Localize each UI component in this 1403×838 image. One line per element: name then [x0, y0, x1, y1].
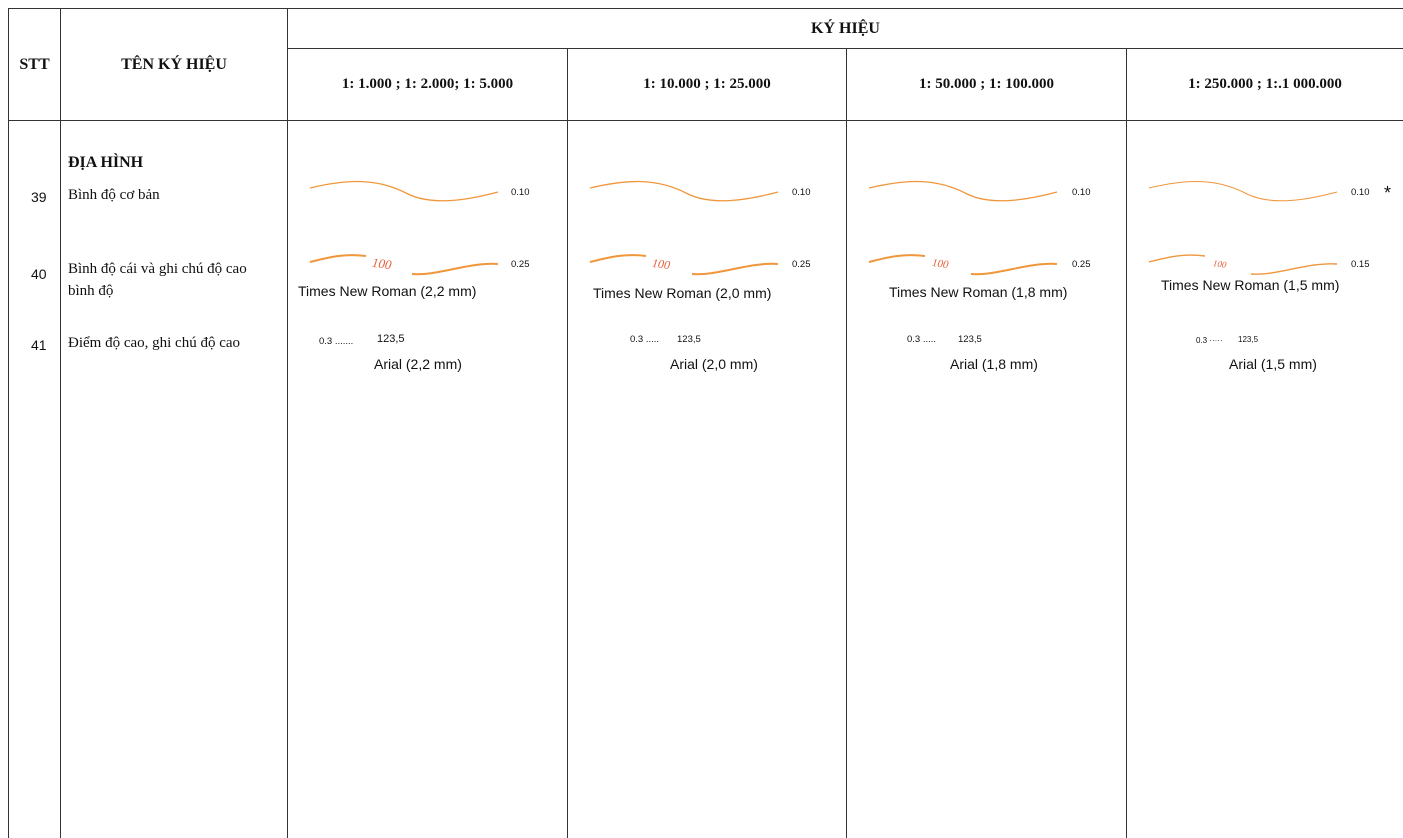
row-39-width-1: 0.10: [511, 187, 530, 198]
index-contour-symbol-2: [589, 254, 779, 276]
row-41-value-3: 123,5: [958, 334, 982, 345]
header-scale-3: 1: 50.000 ; 1: 100.000: [919, 76, 1054, 92]
row-41-point-4: 0.3 ·····: [1196, 336, 1223, 345]
row-39-name: Bình độ cơ bản: [68, 187, 160, 203]
row-41-point-3: 0.3 .....: [907, 334, 937, 345]
row-40-font-3: Times New Roman (1,8 mm): [889, 284, 1068, 300]
index-contour-label-3: 100: [931, 256, 950, 272]
row-39-stt: 39: [31, 189, 47, 205]
header-bottom-border: [8, 120, 1403, 121]
row-40-font-1: Times New Roman (2,2 mm): [298, 283, 477, 299]
row-41-font-3: Arial (1,8 mm): [950, 356, 1038, 372]
col-divider-name: [287, 8, 288, 838]
row-41-value-1: 123,5: [377, 333, 405, 345]
table-top-border: [8, 8, 1403, 9]
row-41-point-1: 0.3 .......: [319, 336, 354, 347]
asterisk-mark: *: [1384, 183, 1392, 203]
basic-contour-symbol-2: [589, 180, 779, 202]
row-41-value-2: 123,5: [677, 334, 701, 345]
row-40-font-4: Times New Roman (1,5 mm): [1161, 277, 1340, 293]
index-contour-symbol-4: [1148, 254, 1338, 275]
index-contour-label-4: 100: [1212, 258, 1228, 270]
row-41-point-2: 0.3 .....: [630, 334, 660, 345]
row-39-width-3: 0.10: [1072, 187, 1091, 198]
header-scale-1: 1: 1.000 ; 1: 2.000; 1: 5.000: [341, 76, 514, 92]
row-41-font-4: Arial (1,5 mm): [1229, 356, 1317, 372]
row-40-name-line2: bình độ: [68, 283, 114, 299]
header-scale-4: 1: 250.000 ; 1:.1 000.000: [1188, 76, 1342, 92]
row-40-name-line1: Bình độ cái và ghi chú độ cao: [68, 261, 247, 277]
index-contour-label-1: 100: [371, 254, 393, 273]
basic-contour-symbol-1: [309, 180, 499, 202]
row-39-width-4: 0.10: [1351, 187, 1370, 198]
section-title: ĐỊA HÌNH: [68, 154, 144, 171]
table-left-border: [8, 8, 9, 838]
row-41-name: Điểm độ cao, ghi chú độ cao: [68, 335, 241, 351]
index-contour-symbol-1: [309, 254, 499, 276]
header-symbol: KÝ HIỆU: [811, 19, 880, 37]
col-divider-scale-3: [1126, 48, 1127, 838]
basic-contour-symbol-4: [1148, 181, 1338, 202]
row-41-value-4: 123,5: [1238, 335, 1259, 344]
row-40-width-4: 0.15: [1351, 259, 1370, 270]
row-41-font-1: Arial (2,2 mm): [374, 356, 462, 372]
index-contour-symbol-3: [868, 254, 1058, 276]
header-stt: STT: [19, 55, 50, 73]
col-divider-stt: [60, 8, 61, 838]
row-40-font-2: Times New Roman (2,0 mm): [593, 285, 772, 301]
row-41-stt: 41: [31, 337, 47, 353]
col-divider-scale-1: [567, 48, 568, 838]
index-contour-label-2: 100: [651, 255, 671, 273]
subheader-divider: [287, 48, 1403, 49]
row-39-width-2: 0.10: [792, 187, 811, 198]
header-name: TÊN KÝ HIỆU: [121, 55, 227, 73]
col-divider-scale-2: [846, 48, 847, 838]
row-40-stt: 40: [31, 266, 47, 282]
header-scale-2: 1: 10.000 ; 1: 25.000: [643, 76, 771, 92]
row-40-width-3: 0.25: [1072, 259, 1091, 270]
row-40-width-1: 0.25: [511, 259, 530, 270]
basic-contour-symbol-3: [868, 180, 1058, 202]
row-41-font-2: Arial (2,0 mm): [670, 356, 758, 372]
row-40-width-2: 0.25: [792, 259, 811, 270]
